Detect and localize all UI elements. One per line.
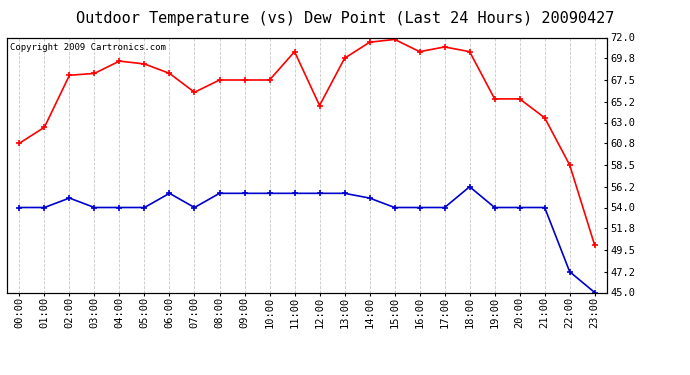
Text: Copyright 2009 Cartronics.com: Copyright 2009 Cartronics.com (10, 43, 166, 52)
Text: Outdoor Temperature (vs) Dew Point (Last 24 Hours) 20090427: Outdoor Temperature (vs) Dew Point (Last… (76, 11, 614, 26)
